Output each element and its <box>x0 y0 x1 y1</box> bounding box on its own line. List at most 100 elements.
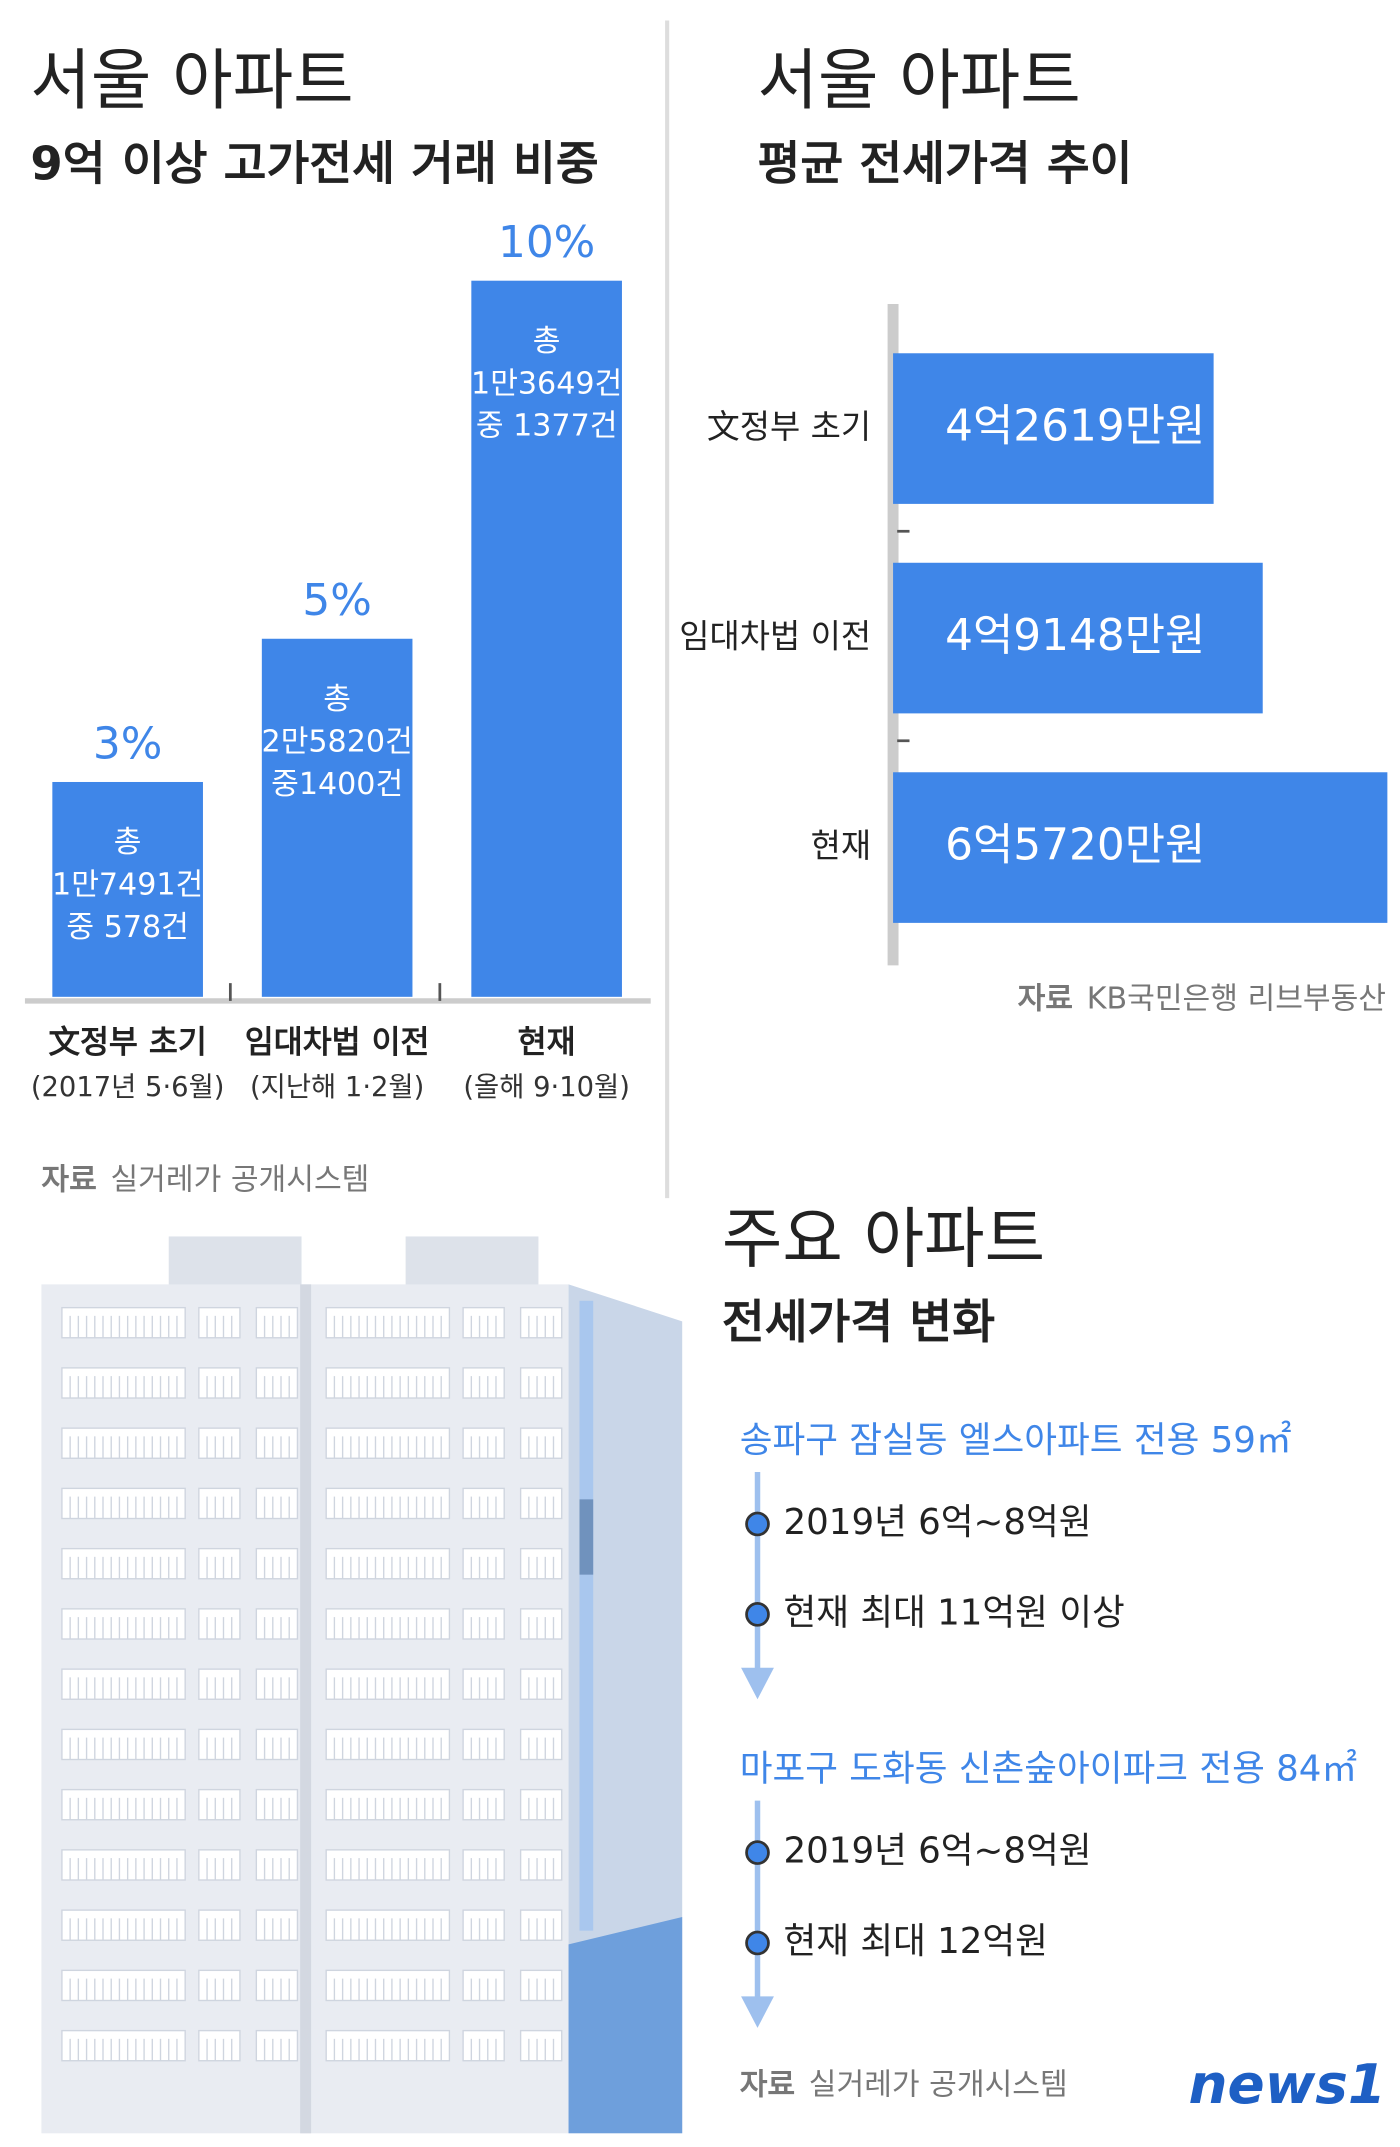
window <box>325 1728 451 1761</box>
bar-note: 중1400건 <box>271 767 403 802</box>
value-label: 5% <box>302 575 371 626</box>
bar-note: 중 578건 <box>66 910 188 945</box>
window <box>462 1547 505 1580</box>
bar <box>261 638 413 997</box>
window <box>61 1547 186 1580</box>
window <box>255 1668 299 1700</box>
value-label: 10% <box>498 217 595 268</box>
window <box>198 1306 241 1339</box>
bar <box>471 280 622 997</box>
window <box>519 1547 563 1580</box>
source-text: KB국민은행 리브부동산 <box>1087 981 1386 1016</box>
timeline-title: 주요 아파트 <box>722 1201 1045 1277</box>
window <box>255 1608 299 1640</box>
bar <box>52 781 203 997</box>
window <box>462 1427 505 1459</box>
window <box>198 1608 241 1640</box>
window <box>519 1487 563 1520</box>
source-label: 자료 <box>1018 981 1073 1016</box>
window <box>61 2029 186 2062</box>
building-strip <box>579 1300 594 1931</box>
window <box>61 1367 186 1399</box>
window <box>198 1909 241 1941</box>
window <box>462 2029 505 2062</box>
window <box>255 1547 299 1580</box>
window <box>255 1427 299 1459</box>
window <box>61 1909 186 1941</box>
chart-title: 서울 아파트 <box>758 43 1081 119</box>
category-label: 임대차법 이전 <box>245 1024 430 1060</box>
window <box>198 1849 241 1881</box>
timeline-arrow <box>741 1667 774 1700</box>
value-label: 4억2619만원 <box>945 401 1205 452</box>
window <box>462 1909 505 1941</box>
window <box>519 1608 563 1640</box>
category-note: (지난해 1·2월) <box>250 1072 424 1103</box>
window <box>255 1487 299 1520</box>
window <box>61 1788 186 1821</box>
window <box>61 1668 186 1700</box>
item-name: 마포구 도화동 신촌숲아이파크 전용 84㎡ <box>740 1748 1357 1789</box>
bar <box>893 562 1263 714</box>
window <box>255 1969 299 2002</box>
source-label: 자료 <box>41 1162 96 1197</box>
bar-note: 2만5820건 <box>262 724 413 759</box>
timeline-subtitle: 전세가격 변화 <box>722 1295 995 1349</box>
window <box>519 1668 563 1700</box>
bar-note: 1만7491건 <box>52 868 203 903</box>
building-illustration <box>41 1236 683 2134</box>
window <box>255 2029 299 2062</box>
window <box>519 1367 563 1399</box>
building-top <box>168 1236 302 1292</box>
window <box>462 1969 505 2002</box>
value-label: 4억9148만원 <box>945 610 1205 661</box>
window <box>198 1367 241 1399</box>
window <box>462 1608 505 1640</box>
window <box>519 1427 563 1459</box>
source-text: 실거레가 공개시스템 <box>110 1162 369 1197</box>
window <box>325 1668 451 1700</box>
timeline-point: 현재 최대 12억원 <box>784 1921 1048 1962</box>
timeline-point: 2019년 6억~8억원 <box>784 1831 1092 1872</box>
window <box>325 1849 451 1881</box>
building-side <box>568 1284 683 2134</box>
window <box>255 1788 299 1821</box>
window <box>462 1367 505 1399</box>
category-label: 현재 <box>811 826 871 865</box>
window <box>198 1728 241 1761</box>
chart-subtitle: 9억 이상 고가전세 거래 비중 <box>30 137 598 191</box>
timeline-point: 현재 최대 11억원 이상 <box>784 1592 1125 1633</box>
value-label: 3% <box>93 718 162 769</box>
window <box>61 1427 186 1459</box>
bar <box>893 772 1388 923</box>
window <box>61 1969 186 2002</box>
category-label: 현재 <box>518 1024 576 1060</box>
window <box>198 1668 241 1700</box>
bar-note: 1만3649건 <box>471 366 622 401</box>
timeline-dot <box>745 1840 770 1865</box>
value-label: 6억5720만원 <box>945 820 1205 871</box>
window <box>325 1487 451 1520</box>
window <box>325 1788 451 1821</box>
timeline-dot <box>745 1511 770 1537</box>
window <box>462 1487 505 1520</box>
window <box>255 1728 299 1761</box>
source-label: 자료 <box>740 2067 795 2102</box>
category-note: (2017년 5·6월) <box>31 1072 225 1103</box>
source: 자료 실거레가 공개시스템 <box>41 1162 369 1197</box>
window <box>462 1728 505 1761</box>
category-label: 文정부 초기 <box>48 1023 206 1060</box>
chart-subtitle: 평균 전세가격 추이 <box>758 137 1133 191</box>
window <box>519 1909 563 1941</box>
category-label: 임대차법 이전 <box>679 617 871 656</box>
window <box>61 1608 186 1640</box>
window <box>61 1306 186 1339</box>
category-note: (올해 9·10월) <box>463 1072 630 1103</box>
window <box>325 1547 451 1580</box>
window <box>325 1969 451 2002</box>
window <box>255 1849 299 1881</box>
window <box>61 1849 186 1881</box>
window <box>325 1608 451 1640</box>
